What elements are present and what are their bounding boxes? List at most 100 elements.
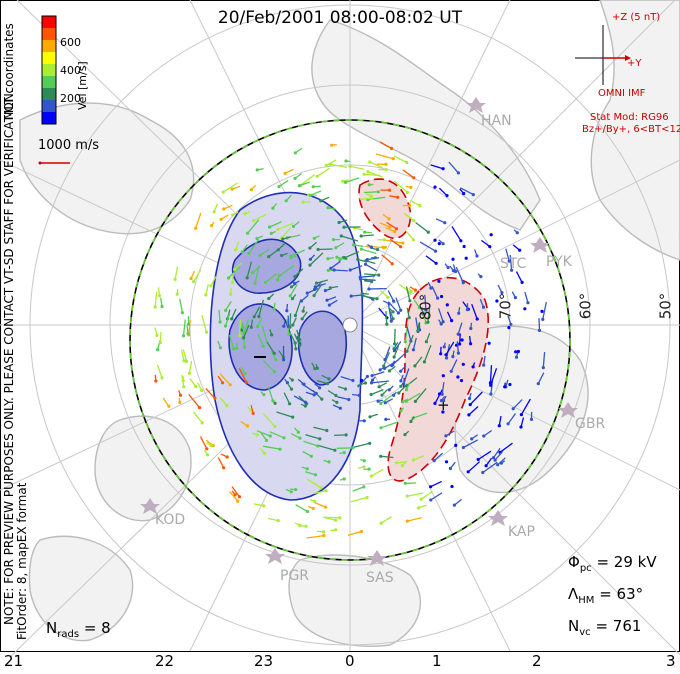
vector-origin [461,362,465,366]
vector-stick [405,392,421,402]
vector-stick [296,329,301,340]
stat-lambda-hm: ΛHM = 63° [568,585,644,606]
vector-stick [430,492,443,501]
vector-stick [342,179,349,182]
vector-stick [340,375,354,382]
colorbar-label: Vel [m/s] [76,61,89,110]
vector-stick [289,333,296,344]
vector-stick [311,362,316,369]
vector-stick [278,179,289,188]
vector-stick [314,235,320,239]
vector-stick [156,364,163,379]
station-stc: STC [500,256,527,272]
vector-stick [188,360,193,374]
vector-stick [357,258,368,263]
vector-stick [306,534,324,539]
vector-stick [449,461,456,469]
vector-stick [211,221,215,226]
vector-stick [360,458,365,462]
vector-stick [260,391,265,396]
vector-stick [310,190,322,196]
vector-stick [370,388,384,396]
lat-label-50: 50° [656,292,675,320]
vector-stick [313,490,327,495]
vector-stick [235,241,240,251]
vector-stick [334,269,348,272]
vector-stick [205,387,216,399]
vector-stick [330,529,336,532]
vector-stick [318,444,336,451]
vector-stick [294,344,297,350]
lat-label-60: 60° [576,292,595,320]
vector-stick [450,359,458,372]
stat-n-rads: Nrads = 8 [46,619,111,640]
vector-stick [424,294,427,311]
vector-stick [387,303,392,322]
vector-stick [292,221,300,227]
vector-stick [455,266,464,283]
vector-origin [460,338,464,342]
vector-stick [369,161,383,169]
vector-stick [419,307,426,315]
vector-origin [158,340,162,345]
vector-stick [409,286,416,291]
vector-origin [362,172,366,176]
vector-origin [454,443,458,447]
negative-potential-cell [209,191,364,501]
vector-stick [302,450,312,457]
vector-stick [193,269,202,282]
vector-stick [507,413,517,425]
vector-origin [441,374,445,378]
vector-stick [331,144,337,146]
vector-stick [314,383,321,389]
vector-stick [316,167,330,177]
vector-stick [341,235,359,242]
vector-stick [353,244,364,247]
vector-origin [495,299,499,303]
vector-stick [420,490,433,500]
colorbar-tick-200: 200 [60,92,81,105]
vector-stick [458,333,461,345]
vector-stick [303,440,319,447]
vector-stick [407,492,424,497]
vector-stick [371,468,384,477]
vector-stick [365,245,384,249]
vector-stick [413,412,428,419]
vector-stick [294,147,303,154]
vector-stick [385,311,388,325]
vector-stick [538,318,541,331]
vector-stick [253,306,261,318]
vector-stick [419,241,436,252]
vector-stick [267,517,279,522]
vector-stick [490,381,494,395]
vector-stick [294,300,302,316]
vector-stick [406,334,414,352]
vector-stick [250,319,254,328]
vector-stick [231,185,241,190]
vector-stick [247,219,260,234]
vector-stick [283,392,291,405]
vector-stick [282,236,291,240]
vector-origin [433,185,437,189]
vector-stick [325,159,337,166]
vector-stick [357,466,365,469]
vector-stick [292,317,297,326]
imf-conditions: Bz+/By+, 6<BT<12 [582,124,680,135]
vector-stick [182,349,188,362]
vector-stick [181,374,185,387]
vector-stick [272,203,277,209]
vector-stick [362,292,369,295]
vector-stick [389,365,396,372]
vector-origin [445,303,449,307]
vector-origin [441,410,445,414]
vector-stick [494,450,504,461]
vector-stick [387,290,395,302]
stat-model: Stat Mod: RG96 [590,112,669,123]
vector-stick [393,180,408,193]
vector-stick [294,268,304,277]
vector-stick [441,382,445,395]
vector-stick [433,452,444,462]
vector-stick [483,429,493,437]
vector-stick [268,293,275,299]
vector-stick [199,436,208,450]
